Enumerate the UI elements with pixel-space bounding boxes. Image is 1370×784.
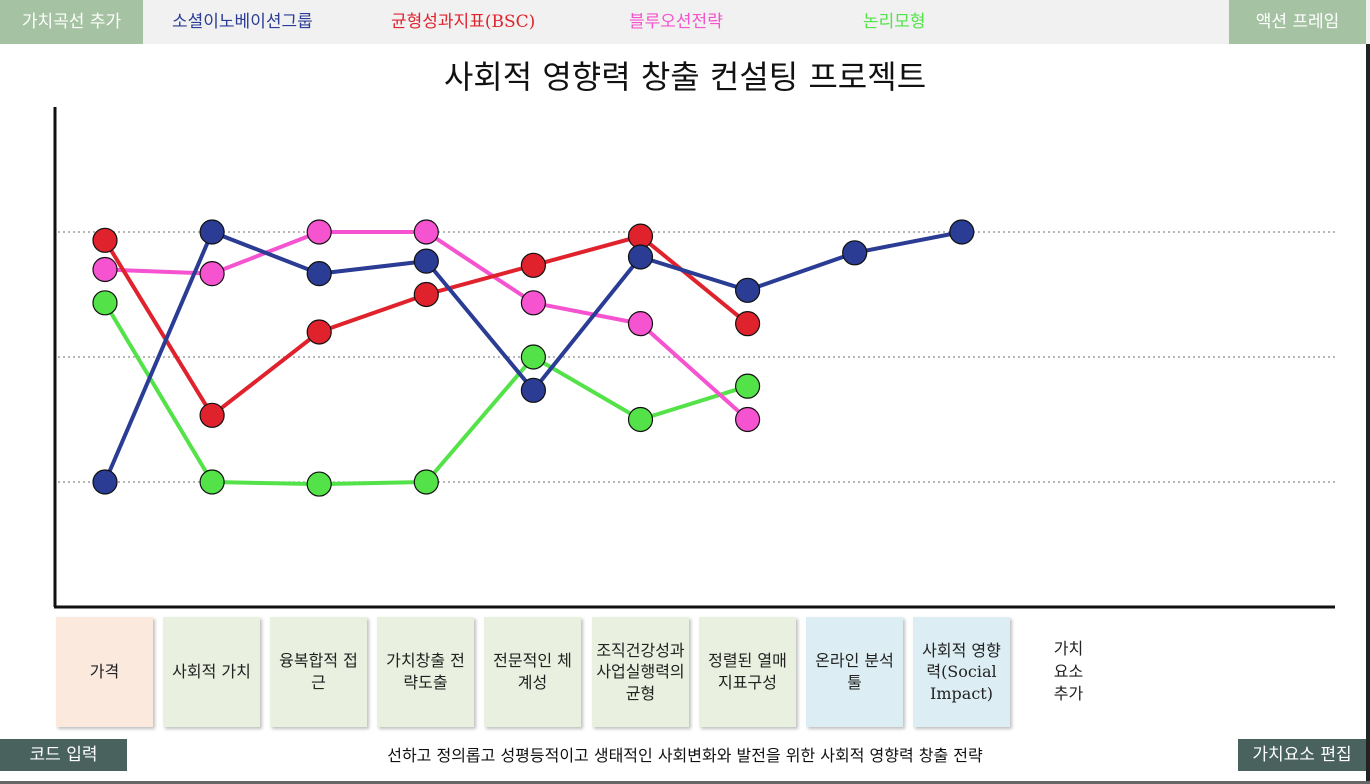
value-element-card[interactable]: 조직건강성과 사업실행력의 균형 xyxy=(592,617,689,727)
data-point[interactable] xyxy=(520,290,547,316)
edit-value-elements-button[interactable]: 가치요소 편집 xyxy=(1238,739,1366,771)
data-point[interactable] xyxy=(413,248,439,274)
data-point[interactable] xyxy=(413,281,439,308)
data-point[interactable] xyxy=(199,469,225,495)
window-edge-right xyxy=(1366,44,1370,784)
data-point[interactable] xyxy=(627,406,654,433)
value-element-card[interactable]: 가격 xyxy=(56,617,153,727)
footer-strategy-text: 선하고 정의롭고 성평등적이고 생태적인 사회변화와 발전을 위한 사회적 영향… xyxy=(387,746,983,765)
series-tab-social-innovation[interactable]: 소셜이노베이션그룹 xyxy=(172,12,313,32)
add-curve-button[interactable]: 가치곡선 추가 xyxy=(0,0,143,44)
value-element-card[interactable]: 가치창출 전략도출 xyxy=(377,617,474,727)
data-point[interactable] xyxy=(199,219,225,245)
data-point[interactable] xyxy=(520,344,547,370)
data-point[interactable] xyxy=(306,471,332,497)
value-element-card[interactable]: 사회적 가치 xyxy=(163,617,260,727)
data-point[interactable] xyxy=(734,277,761,303)
series-tab-logic-model[interactable]: 논리모형 xyxy=(863,12,926,32)
data-point[interactable] xyxy=(734,373,761,399)
value-element-card[interactable]: 융복합적 접근 xyxy=(270,617,367,727)
data-point[interactable] xyxy=(627,244,654,270)
value-element-card[interactable]: 전문적인 체계성 xyxy=(484,617,581,727)
data-point[interactable] xyxy=(92,469,118,495)
value-element-card[interactable]: 온라인 분석툴 xyxy=(806,617,903,727)
data-point[interactable] xyxy=(92,290,118,316)
data-point[interactable] xyxy=(520,377,547,403)
chart-title: 사회적 영향력 창출 컨설팅 프로젝트 xyxy=(443,58,927,96)
value-element-card[interactable]: 정렬된 열매 지표구성 xyxy=(699,617,796,727)
data-point[interactable] xyxy=(520,252,547,278)
data-point[interactable] xyxy=(306,261,332,287)
series-tab-blue-ocean[interactable]: 블루오션전략 xyxy=(629,12,723,32)
data-point[interactable] xyxy=(199,261,225,287)
series-tab-bsc[interactable]: 균형성과지표(BSC) xyxy=(391,12,536,32)
data-point[interactable] xyxy=(92,256,118,283)
data-point[interactable] xyxy=(734,311,761,337)
data-point[interactable] xyxy=(627,311,654,337)
data-point[interactable] xyxy=(413,219,439,245)
window-edge-bottom xyxy=(0,781,1370,784)
code-input-button[interactable]: 코드 입력 xyxy=(0,739,127,771)
data-point[interactable] xyxy=(734,406,761,433)
data-point[interactable] xyxy=(949,219,975,245)
value-element-card[interactable]: 사회적 영향력(Social Impact) xyxy=(913,617,1010,727)
action-frame-button[interactable]: 액션 프레임 xyxy=(1229,0,1366,44)
data-point[interactable] xyxy=(306,219,332,245)
data-point[interactable] xyxy=(842,240,868,266)
data-point[interactable] xyxy=(413,469,439,495)
add-value-element-button[interactable]: 가치 요소 추가 xyxy=(1053,639,1084,704)
top-toolbar xyxy=(0,0,1370,44)
data-point[interactable] xyxy=(306,319,332,345)
data-point[interactable] xyxy=(199,402,225,428)
data-point[interactable] xyxy=(92,227,118,253)
